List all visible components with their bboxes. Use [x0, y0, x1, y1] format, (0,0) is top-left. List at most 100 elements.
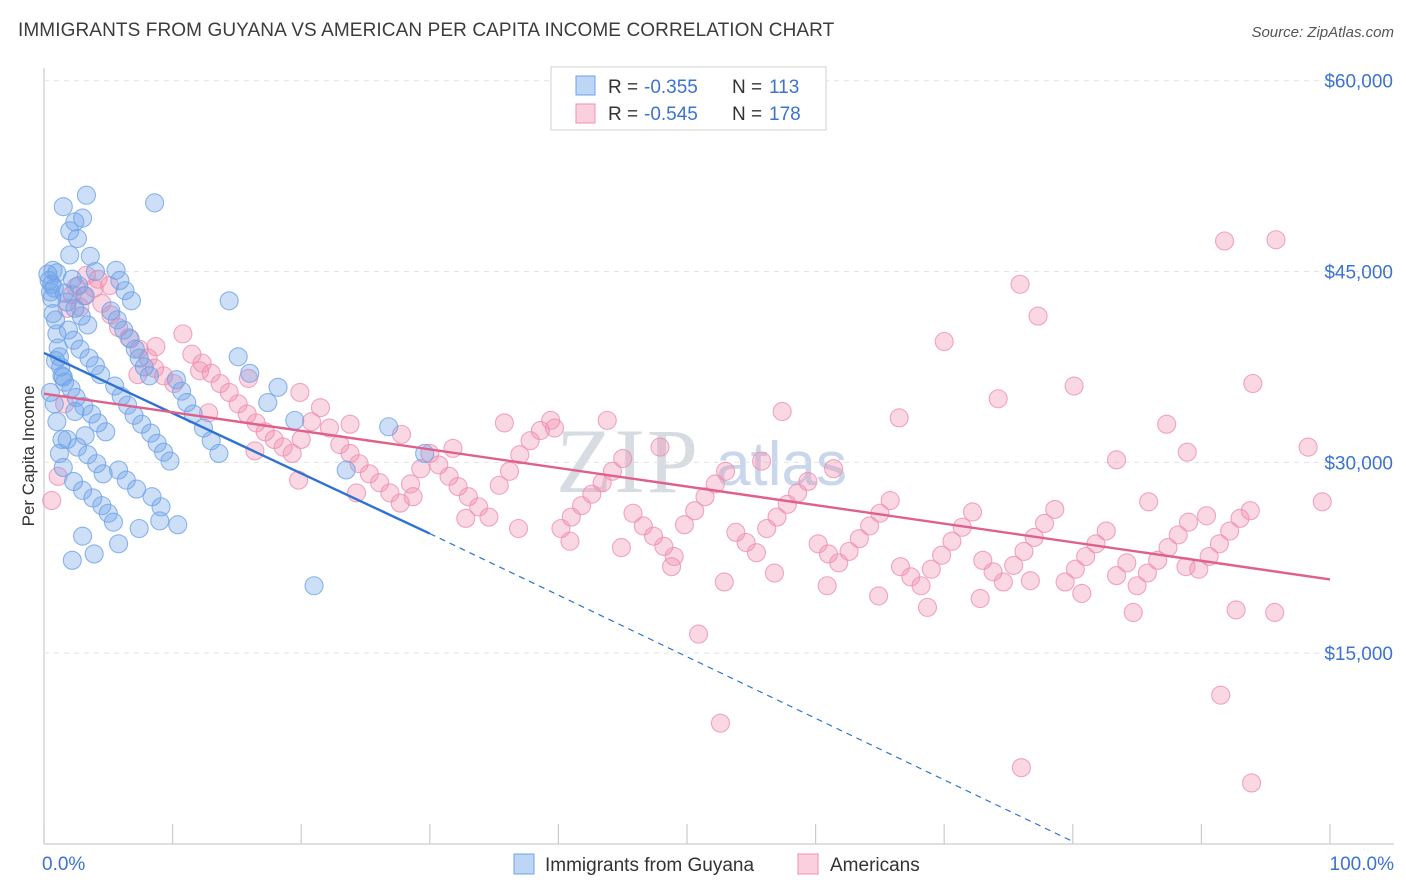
data-point	[73, 208, 93, 228]
x-tick-label-end: 100.0%	[1330, 854, 1395, 875]
y-tick-label: $45,000	[1324, 263, 1393, 284]
data-point	[623, 503, 643, 523]
data-point	[172, 381, 192, 401]
data-point	[98, 503, 118, 523]
data-point	[1220, 521, 1240, 541]
data-point	[67, 437, 87, 457]
data-point	[1127, 576, 1147, 596]
data-point	[889, 408, 909, 428]
data-point	[370, 473, 390, 493]
data-point	[285, 410, 305, 430]
series-guyana-points	[38, 185, 435, 596]
data-point	[1265, 602, 1285, 623]
data-point	[860, 516, 880, 536]
data-point	[65, 298, 85, 318]
x-ticks	[43, 824, 1331, 844]
chart-title: IMMIGRANTS FROM GUYANA VS AMERICAN PER C…	[18, 20, 835, 41]
data-point	[96, 422, 116, 442]
stats-n-label-guyana: N =	[732, 77, 762, 98]
data-point	[1004, 555, 1024, 575]
legend-swatch-americans	[797, 853, 819, 875]
data-point	[53, 457, 73, 477]
data-point	[74, 396, 94, 416]
data-point	[1178, 512, 1199, 532]
data-point	[1014, 541, 1034, 561]
data-point	[1240, 501, 1260, 521]
data-point	[633, 516, 653, 536]
data-point	[705, 474, 725, 494]
data-point	[85, 356, 105, 376]
trend-line-americans	[43, 392, 1331, 581]
data-point	[1177, 442, 1197, 462]
data-point	[890, 557, 911, 577]
data-point	[932, 545, 952, 565]
data-point	[880, 490, 900, 511]
data-point	[109, 317, 129, 338]
data-point	[1106, 566, 1127, 586]
data-point	[685, 501, 705, 521]
data-point	[1117, 553, 1137, 573]
data-point	[282, 443, 302, 464]
data-point	[544, 418, 565, 438]
data-point	[1168, 525, 1188, 545]
data-point	[134, 357, 154, 377]
x-tick-label-start: 0.0%	[42, 854, 85, 875]
data-point	[839, 541, 859, 561]
data-point	[1123, 602, 1143, 623]
data-point	[1266, 230, 1286, 250]
data-point	[62, 550, 82, 570]
data-point	[1055, 572, 1075, 592]
data-point	[510, 445, 530, 465]
data-point	[40, 282, 60, 302]
legend-label-americans: Americans	[830, 855, 920, 876]
data-point	[1065, 559, 1085, 579]
data-point	[87, 454, 107, 474]
data-point	[1214, 231, 1235, 251]
data-point	[1096, 521, 1116, 541]
data-point	[456, 508, 476, 528]
y-tick-label: $15,000	[1324, 644, 1393, 665]
data-point	[1064, 376, 1084, 396]
data-point	[489, 475, 509, 495]
data-point	[689, 624, 709, 644]
data-point	[151, 497, 171, 517]
data-point	[53, 197, 73, 217]
data-point	[1076, 546, 1096, 567]
data-point	[772, 401, 792, 422]
data-point	[1211, 685, 1231, 705]
data-point	[78, 315, 98, 335]
data-point	[47, 412, 67, 432]
data-point	[79, 348, 99, 368]
data-point	[458, 487, 478, 507]
data-point	[109, 534, 129, 554]
data-point	[817, 576, 837, 596]
data-point	[1045, 499, 1065, 519]
data-point	[53, 367, 73, 387]
data-point	[1209, 534, 1229, 554]
data-point	[109, 460, 129, 480]
data-point	[52, 429, 72, 450]
data-point	[644, 526, 664, 546]
data-point	[611, 538, 631, 558]
stats-r-value-americans: -0.545	[644, 104, 698, 125]
data-point	[141, 423, 161, 443]
data-point	[93, 464, 113, 484]
data-point	[613, 448, 633, 469]
stats-n-value-guyana: 113	[769, 77, 799, 98]
data-point	[917, 597, 938, 617]
data-point	[1106, 450, 1127, 470]
stats-box-frame	[550, 66, 827, 131]
y-tick-labels: $15,000 $30,000 $45,000 $60,000	[1324, 72, 1393, 665]
series-americans-points	[42, 230, 1332, 793]
data-point	[290, 382, 310, 402]
data-point	[258, 393, 278, 413]
data-point	[85, 261, 105, 282]
data-point	[48, 466, 68, 486]
data-point	[1243, 373, 1263, 394]
data-point	[1157, 414, 1177, 434]
data-point	[1226, 600, 1246, 620]
data-point	[43, 303, 63, 324]
data-point	[654, 536, 674, 556]
data-point	[993, 572, 1013, 592]
data-point	[752, 451, 772, 471]
